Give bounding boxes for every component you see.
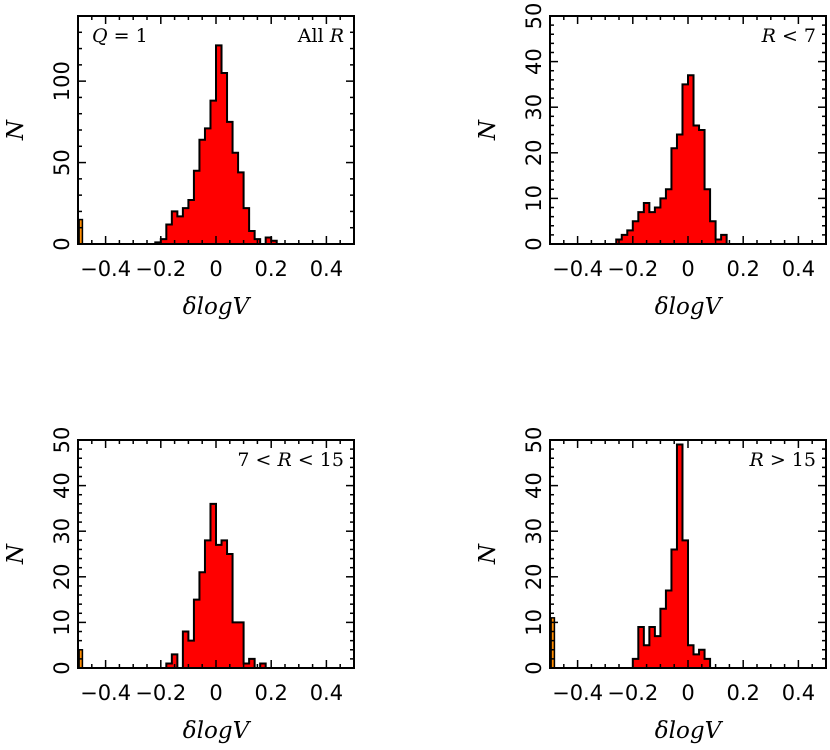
panel-4-xtick-label: 0.2 (726, 681, 759, 705)
panel-4-ytick-label: 50 (522, 427, 546, 454)
panel-4-ytick-label: 20 (522, 563, 546, 590)
panel-3-annotation-right: 7 < R < 15 (237, 449, 344, 471)
panel-1-ytick-label: 100 (50, 61, 74, 101)
panel-2-annotation-right: R < 7 (761, 25, 816, 47)
panel-4-ytick-label: 10 (522, 609, 546, 636)
panel-2-ytick-label: 20 (522, 139, 546, 166)
panel-3-ytick-label: 30 (50, 518, 74, 545)
panel-4-outlier-bar (550, 617, 556, 669)
panel-3-xtick-label: 0 (209, 681, 222, 705)
panel-1-ytick-label: 0 (50, 237, 74, 250)
panel-1: −0.4 −0.2 0 0.2 0.4 0 50 100 δlogV N Q = 1 All R (3, 15, 355, 320)
panel-3-xtick-label: 0.4 (310, 681, 343, 705)
panel-3-ytick-label: 50 (50, 427, 74, 454)
panel-4-ytick-label: 30 (522, 518, 546, 545)
panel-1-xlabel: δlogV (183, 294, 252, 320)
panel-1-annotation-left: Q = 1 (92, 25, 148, 47)
panel-1-annotation-right-part-1: R (329, 25, 344, 47)
panel-2-histogram (615, 74, 733, 245)
panel-1-outlier-bar (78, 218, 84, 245)
panel-4: −0.4 −0.2 0 0.2 0.4 0 10 20 30 40 50 δlogV N R > 15 (475, 427, 827, 744)
panel-2-xtick-label: 0 (681, 257, 694, 281)
panel-2-ytick-label: 10 (522, 185, 546, 212)
panel-1-annotation-right-part-0: All (297, 25, 330, 47)
panel-1-annotation-right: All R (297, 25, 344, 47)
panel-2-xtick-label: 0.2 (726, 257, 759, 281)
panel-2-ytick-label: 30 (522, 94, 546, 121)
panel-4-xtick-label: 0 (681, 681, 694, 705)
panel-3-annotation-right-part-2: < 15 (292, 449, 344, 471)
panel-2: −0.4 −0.2 0 0.2 0.4 0 10 20 30 40 50 δlogV N R < 7 (475, 3, 827, 320)
panel-2-ytick-label: 50 (522, 3, 546, 30)
panel-4-ytick-label: 40 (522, 472, 546, 499)
panel-3-xtick-label: 0.2 (254, 681, 287, 705)
panel-2-annotation-right-part-1: < 7 (776, 25, 816, 47)
panel-4-ylabel: N (475, 543, 501, 565)
panel-2-ytick-label: 40 (522, 48, 546, 75)
panel-2-xlabel: δlogV (655, 294, 724, 320)
panel-1-histogram (154, 44, 278, 245)
panel-2-xtick-label: −0.2 (607, 257, 658, 281)
panel-3-annotation-right-part-1: R (277, 449, 292, 471)
panel-3-xtick-label: −0.2 (135, 681, 186, 705)
panel-3: −0.4 −0.2 0 0.2 0.4 0 10 20 30 40 50 δlogV N 7 < R < … (3, 427, 355, 744)
panel-2-xtick-label: −0.4 (552, 257, 603, 281)
panel-4-annotation-right-part-1: > 15 (764, 449, 816, 471)
panel-1-xtick-label: −0.4 (80, 257, 131, 281)
panel-4-histogram (631, 443, 712, 669)
panel-4-annotation-right: R > 15 (749, 449, 817, 471)
panel-1-ylabel: N (3, 119, 29, 141)
panel-1-xtick-label: −0.2 (135, 257, 186, 281)
panel-3-histogram (165, 502, 267, 669)
panel-2-xtick-label: 0.4 (782, 257, 815, 281)
panel-4-xtick-label: −0.4 (552, 681, 603, 705)
panel-3-ytick-label: 40 (50, 472, 74, 499)
panel-4-xtick-label: −0.2 (607, 681, 658, 705)
panel-1-xtick-label: 0.2 (254, 257, 287, 281)
panel-4-annotation-right-part-0: R (749, 449, 764, 471)
panel-1-xtick-label: 0.4 (310, 257, 343, 281)
panel-3-ytick-label: 10 (50, 609, 74, 636)
panel-4-xlabel: δlogV (655, 718, 724, 744)
panel-1-annotation-left-part-1: = 1 (108, 25, 148, 47)
panel-4-ytick-label: 0 (522, 661, 546, 674)
panel-3-ytick-label: 20 (50, 563, 74, 590)
panel-3-ytick-label: 0 (50, 661, 74, 674)
panel-2-ylabel: N (475, 119, 501, 141)
panel-3-xtick-label: −0.4 (80, 681, 131, 705)
panel-3-xlabel: δlogV (183, 718, 252, 744)
panel-2-ytick-label: 0 (522, 237, 546, 250)
panel-1-annotation-left-part-0: Q (92, 25, 108, 47)
panel-3-ylabel: N (3, 543, 29, 565)
panel-1-xtick-label: 0 (209, 257, 222, 281)
panel-4-xtick-label: 0.4 (782, 681, 815, 705)
panel-1-ytick-label: 50 (50, 149, 74, 176)
panel-3-annotation-right-part-0: 7 < (237, 449, 277, 471)
panel-2-annotation-right-part-0: R (761, 25, 776, 47)
